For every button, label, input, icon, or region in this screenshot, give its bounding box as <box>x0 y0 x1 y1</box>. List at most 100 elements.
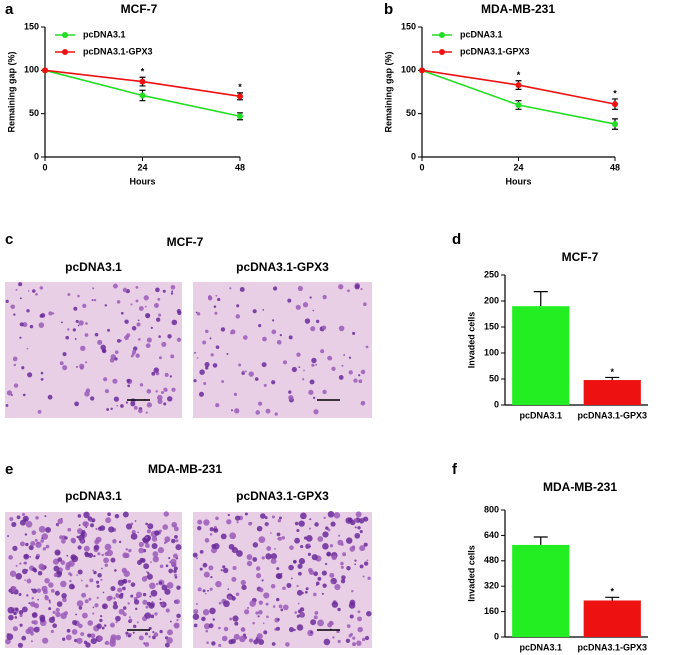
stained-cell <box>124 319 129 324</box>
stained-cell <box>280 608 284 612</box>
stained-cell <box>19 322 24 327</box>
stained-cell <box>204 592 207 595</box>
stained-cell <box>248 371 254 377</box>
stained-cell <box>173 569 177 574</box>
stained-cell <box>223 600 230 608</box>
stained-cell <box>352 331 356 335</box>
stained-cell <box>270 583 276 589</box>
y-tick-label: 0 <box>494 631 499 641</box>
stained-cell <box>171 387 176 392</box>
stained-cell <box>270 532 272 534</box>
stained-cell <box>155 556 158 559</box>
stained-cell <box>171 521 178 528</box>
stained-cell <box>302 302 309 308</box>
stained-cell <box>122 606 127 610</box>
stained-cell <box>146 389 152 394</box>
stained-cell <box>47 394 53 400</box>
stained-cell <box>148 602 155 609</box>
stained-cell <box>353 518 358 522</box>
stained-cell <box>113 597 116 600</box>
stained-cell <box>176 309 181 314</box>
stained-cell <box>92 606 95 609</box>
stained-cell <box>69 579 72 583</box>
stained-cell <box>338 325 345 332</box>
stained-cell <box>363 542 368 547</box>
stained-cell <box>227 588 230 590</box>
stained-cell <box>322 531 329 538</box>
stained-cell <box>258 536 266 544</box>
stained-cell <box>233 633 240 640</box>
stained-cell <box>18 610 24 615</box>
stained-cell <box>238 363 242 367</box>
stained-cell <box>340 561 344 566</box>
stained-cell <box>158 581 163 585</box>
stained-cell <box>241 639 243 641</box>
stained-cell <box>311 554 318 561</box>
micrograph-background <box>5 282 182 418</box>
stained-cell <box>276 597 280 602</box>
stained-cell <box>96 596 99 599</box>
stained-cell <box>23 561 28 565</box>
stained-cell <box>357 626 363 633</box>
stained-cell <box>100 615 103 618</box>
stained-cell <box>65 335 70 340</box>
stained-cell <box>77 545 82 550</box>
stained-cell <box>59 361 64 366</box>
stained-cell <box>197 587 202 592</box>
stained-cell <box>115 621 118 624</box>
stained-cell <box>288 335 293 340</box>
stained-cell <box>167 396 173 402</box>
stained-cell <box>164 642 170 648</box>
stained-cell <box>104 543 112 551</box>
stained-cell <box>37 570 43 576</box>
stained-cell <box>94 603 99 608</box>
stained-cell <box>196 603 198 605</box>
stained-cell <box>199 369 205 375</box>
stained-cell <box>196 357 199 359</box>
stained-cell <box>329 544 334 548</box>
stained-cell <box>220 533 227 540</box>
stained-cell <box>221 380 225 383</box>
stained-cell <box>53 572 58 578</box>
stained-cell <box>297 563 303 569</box>
stained-cell <box>234 621 239 626</box>
stained-cell <box>288 394 294 401</box>
stained-cell <box>148 635 151 638</box>
stained-cell <box>192 552 198 558</box>
stained-cell <box>135 591 143 598</box>
stained-cell <box>134 607 138 611</box>
stained-cell <box>348 370 353 375</box>
stained-cell <box>30 640 33 643</box>
stained-cell <box>329 620 333 624</box>
stained-cell <box>156 394 163 401</box>
significance-mark: * <box>141 67 145 77</box>
stained-cell <box>246 560 253 567</box>
stained-cell <box>39 286 44 290</box>
stained-cell <box>84 552 90 558</box>
stained-cell <box>159 601 162 605</box>
stained-cell <box>313 592 317 597</box>
stained-cell <box>26 569 29 572</box>
stained-cell <box>138 541 144 548</box>
stained-cell <box>351 545 356 549</box>
stained-cell <box>320 349 325 354</box>
stained-cell <box>300 512 307 520</box>
stained-cell <box>263 383 267 387</box>
stained-cell <box>77 569 83 575</box>
stained-cell <box>142 537 149 544</box>
stained-cell <box>57 518 64 525</box>
stained-cell <box>239 635 246 643</box>
stained-cell <box>154 530 160 536</box>
stained-cell <box>29 324 34 329</box>
stained-cell <box>93 570 97 575</box>
stained-cell <box>173 573 177 577</box>
stained-cell <box>133 599 140 605</box>
stained-cell <box>296 614 300 618</box>
stained-cell <box>348 602 356 609</box>
y-tick-label: 100 <box>484 347 499 357</box>
stained-cell <box>60 321 63 324</box>
stained-cell <box>203 519 210 526</box>
stained-cell <box>87 620 94 626</box>
stained-cell <box>218 601 222 605</box>
stained-cell <box>253 639 259 645</box>
